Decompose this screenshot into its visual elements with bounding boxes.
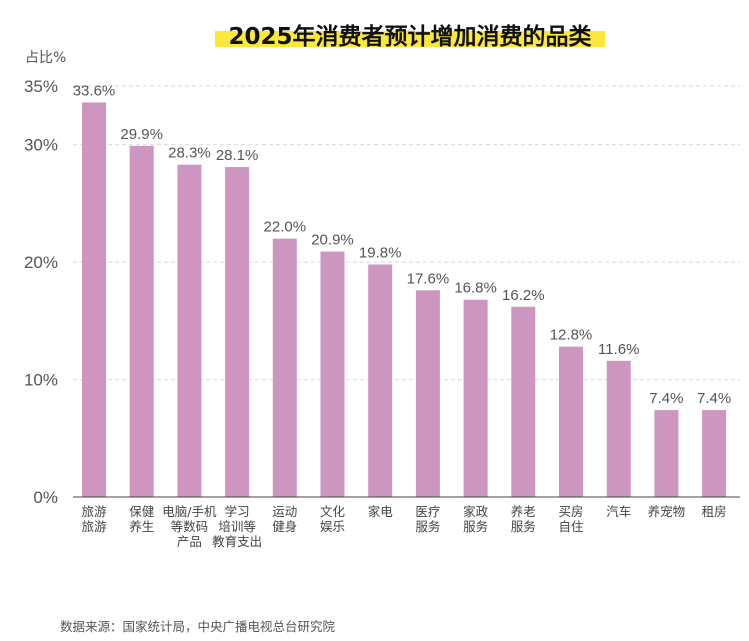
data-label: 16.2% bbox=[502, 287, 545, 304]
y-tick-label: 35% bbox=[24, 77, 58, 96]
x-tick-label: 产品 bbox=[177, 534, 202, 549]
x-tick-label: 自住 bbox=[558, 519, 584, 534]
y-tick-label: 30% bbox=[24, 136, 58, 155]
data-label: 7.4% bbox=[649, 390, 683, 407]
x-tick-label: 租房 bbox=[702, 504, 727, 519]
x-tick-label: 服务 bbox=[511, 519, 536, 534]
bar bbox=[225, 167, 250, 498]
x-tick-label: 旅游 bbox=[81, 519, 107, 534]
data-label: 29.9% bbox=[120, 126, 163, 143]
data-label: 20.9% bbox=[311, 232, 354, 249]
bar bbox=[606, 360, 631, 497]
y-tick-label: 10% bbox=[24, 371, 58, 390]
bar bbox=[702, 410, 727, 497]
data-label: 28.3% bbox=[168, 145, 211, 162]
y-axis-label: 占比% bbox=[25, 50, 66, 66]
x-tick-label: 电脑/手机 bbox=[162, 504, 217, 519]
x-tick-label: 保健 bbox=[129, 504, 155, 519]
x-tick-label: 服务 bbox=[415, 519, 440, 534]
bar bbox=[177, 164, 202, 498]
x-tick-label: 培训等 bbox=[218, 519, 256, 534]
bar bbox=[368, 264, 393, 497]
source-note: 数据来源：国家统计局，中央广播电视总台研究院 bbox=[60, 619, 336, 634]
x-tick-label: 服务 bbox=[463, 519, 488, 534]
x-tick-label: 运动 bbox=[272, 504, 297, 519]
data-label: 16.8% bbox=[454, 280, 497, 297]
bar bbox=[559, 346, 583, 497]
data-label: 17.6% bbox=[407, 270, 450, 287]
x-tick-label: 医疗 bbox=[415, 504, 440, 519]
x-tick-label: 学习 bbox=[225, 504, 250, 519]
x-tick-label: 教育支出 bbox=[212, 534, 262, 549]
y-tick-label: 0% bbox=[33, 488, 58, 507]
x-tick-label: 家电 bbox=[368, 504, 394, 519]
bar bbox=[463, 299, 488, 497]
bar bbox=[272, 238, 297, 497]
data-label: 11.6% bbox=[598, 341, 639, 358]
bar bbox=[511, 306, 536, 497]
bar bbox=[654, 410, 679, 497]
y-tick-label: 20% bbox=[24, 253, 58, 272]
x-tick-label: 健身 bbox=[272, 519, 297, 534]
data-label: 12.8% bbox=[550, 327, 593, 344]
chart-title: 2025年消费者预计增加消费的品类 bbox=[228, 23, 591, 50]
bar bbox=[129, 145, 154, 498]
x-tick-label: 汽车 bbox=[606, 504, 631, 519]
x-tick-label: 等数码 bbox=[171, 519, 209, 534]
x-tick-label: 文化 bbox=[320, 504, 346, 519]
data-label: 33.6% bbox=[73, 82, 116, 99]
bar bbox=[320, 251, 345, 497]
x-tick-label: 养宠物 bbox=[648, 504, 686, 519]
data-label: 28.1% bbox=[216, 147, 259, 164]
bar bbox=[415, 290, 440, 497]
bar bbox=[82, 102, 106, 497]
title-highlight bbox=[215, 31, 605, 47]
data-label: 22.0% bbox=[264, 219, 307, 236]
data-label: 7.4% bbox=[697, 390, 731, 407]
x-tick-label: 养老 bbox=[511, 504, 536, 519]
x-tick-label: 养生 bbox=[129, 519, 154, 534]
x-tick-label: 旅游 bbox=[81, 504, 107, 519]
x-tick-label: 买房 bbox=[558, 504, 583, 519]
data-label: 19.8% bbox=[359, 244, 402, 261]
x-tick-label: 娱乐 bbox=[320, 519, 345, 534]
x-tick-label: 家政 bbox=[463, 504, 489, 519]
